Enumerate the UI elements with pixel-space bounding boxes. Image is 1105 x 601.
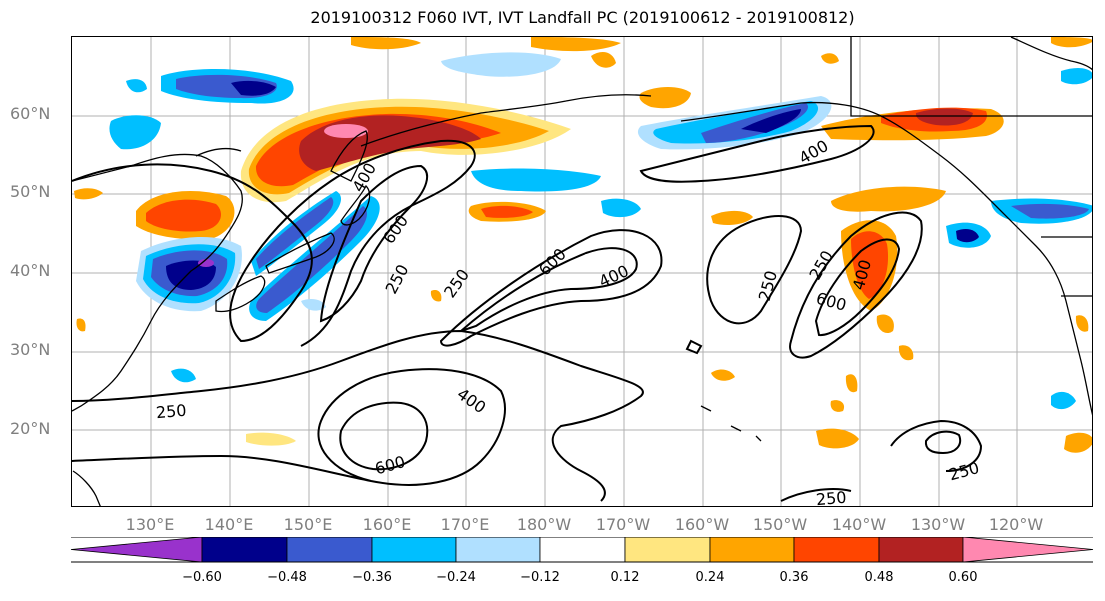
lon-label-170w: 170°W <box>595 515 651 534</box>
contour-label: 400 <box>454 384 490 417</box>
colorbar-segment <box>878 537 964 563</box>
contour-label: 250 <box>805 247 837 283</box>
lon-label-140w: 140°W <box>831 515 887 534</box>
colorbar-segment <box>455 537 541 563</box>
colorbar-segment <box>371 537 457 563</box>
contour-label: 250 <box>155 401 187 423</box>
colorbar-segment <box>709 537 795 563</box>
colorbar-tick: −0.24 <box>436 570 476 585</box>
lat-label-30n: 30°N <box>10 340 51 359</box>
lon-label-130w: 130°W <box>910 515 966 534</box>
colorbar-segment <box>286 537 373 563</box>
lon-label-180w: 180°W <box>516 515 572 534</box>
lon-label-160e: 160°E <box>362 515 412 534</box>
contour-label: 250 <box>755 269 781 303</box>
lat-label-60n: 60°N <box>10 104 51 123</box>
lon-label-160w: 160°W <box>674 515 730 534</box>
contour-label: 250 <box>440 265 473 301</box>
colorbar-segment <box>793 537 880 563</box>
map-panel: 400 600 250 250 600 400 400 250 250 600 … <box>71 36 1093 507</box>
contour-label: 400 <box>348 159 380 195</box>
negative-ivt-pc-fill <box>109 52 1092 410</box>
contour-label: 250 <box>381 261 412 297</box>
colorbar-segment <box>70 537 203 563</box>
colorbar-tick: 0.48 <box>864 570 894 585</box>
lat-label-20n: 20°N <box>10 419 51 438</box>
coastlines <box>72 37 1092 506</box>
contour-label: 250 <box>947 458 981 484</box>
colorbar-tick: 0.36 <box>779 570 809 585</box>
ivt-contours <box>72 124 983 502</box>
lon-label-120w: 120°W <box>988 515 1044 534</box>
map-title: 2019100312 F060 IVT, IVT Landfall PC (20… <box>310 8 855 27</box>
contour-label: 600 <box>373 452 407 478</box>
colorbar-tick: 0.24 <box>695 570 725 585</box>
lon-label-150w: 150°W <box>752 515 808 534</box>
colorbar-segment <box>962 537 1094 563</box>
ivt-map: 400 600 250 250 600 400 400 250 250 600 … <box>72 37 1092 507</box>
colorbar-tick: 0.12 <box>610 570 640 585</box>
colorbar-tick: −0.36 <box>352 570 392 585</box>
lon-label-130e: 130°E <box>125 515 175 534</box>
lon-label-170e: 170°E <box>440 515 490 534</box>
lat-label-40n: 40°N <box>10 261 51 280</box>
lon-label-150e: 150°E <box>283 515 333 534</box>
colorbar-tick: −0.60 <box>182 570 222 585</box>
lon-label-140e: 140°E <box>204 515 254 534</box>
colorbar-tick: −0.12 <box>520 570 560 585</box>
colorbar-segment <box>201 537 288 563</box>
lat-label-50n: 50°N <box>10 182 51 201</box>
colorbar <box>70 537 1094 563</box>
colorbar-segment <box>624 537 711 563</box>
colorbar-segments <box>70 537 1094 563</box>
colorbar-tick: −0.48 <box>267 570 307 585</box>
colorbar-tick: 0.60 <box>948 570 978 585</box>
contour-label: 400 <box>596 261 632 291</box>
contour-label: 600 <box>379 211 412 247</box>
colorbar-segment <box>539 537 626 563</box>
graticule <box>72 37 1092 506</box>
contour-label: 250 <box>815 488 847 507</box>
